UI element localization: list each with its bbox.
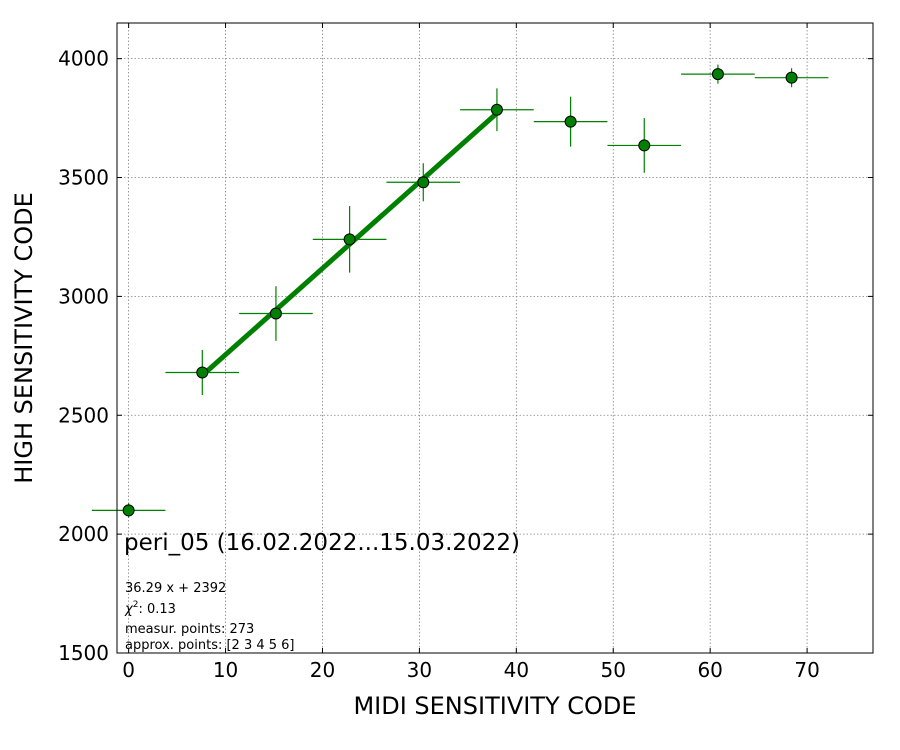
data-points: [122, 68, 798, 517]
x-tick-label: 50: [601, 658, 626, 682]
plot-frame: [116, 22, 874, 654]
x-axis-label: MIDI SENSITIVITY CODE: [353, 692, 636, 720]
data-point: [417, 176, 430, 189]
chi-symbol: χ: [124, 602, 134, 617]
data-point: [269, 307, 282, 320]
data-point: [196, 366, 209, 379]
chi-value: : 0.13: [138, 602, 175, 617]
x-tick-label: 10: [213, 658, 238, 682]
chart-annotation-title: peri_05 (16.02.2022...15.03.2022): [124, 530, 520, 556]
y-tick-label: 3500: [58, 166, 109, 190]
axis-ticks: 0 10 20 30 40 50 60 70 1500 2000 2500 3000 3500 4000: [58, 23, 873, 682]
x-tick-label: 20: [310, 658, 335, 682]
x-tick-label: 0: [122, 658, 135, 682]
x-tick-label: 60: [697, 658, 722, 682]
fit-equation: 36.29 x + 2392: [125, 581, 226, 596]
data-point: [122, 504, 135, 517]
y-tick-label: 2000: [58, 522, 109, 546]
y-axis-label: HIGH SENSITIVITY CODE: [10, 192, 38, 484]
measur-points-text: measur. points: 273: [125, 622, 254, 637]
x-tick-label: 30: [407, 658, 432, 682]
data-point: [711, 68, 724, 81]
y-tick-label: 1500: [58, 641, 109, 665]
approx-points-text: approx. points: [2 3 4 5 6]: [125, 638, 295, 653]
chi-superscript: 2: [133, 600, 139, 610]
y-tick-label: 2500: [58, 403, 109, 427]
chi-square-text: χ2: 0.13: [124, 600, 176, 617]
data-point: [638, 139, 651, 152]
y-tick-label: 3000: [58, 284, 109, 308]
data-point: [490, 103, 503, 116]
data-point: [564, 115, 577, 128]
data-point: [343, 233, 356, 246]
y-tick-label: 4000: [58, 47, 109, 71]
data-point: [785, 71, 798, 84]
x-tick-label: 70: [794, 658, 819, 682]
x-tick-label: 40: [504, 658, 529, 682]
